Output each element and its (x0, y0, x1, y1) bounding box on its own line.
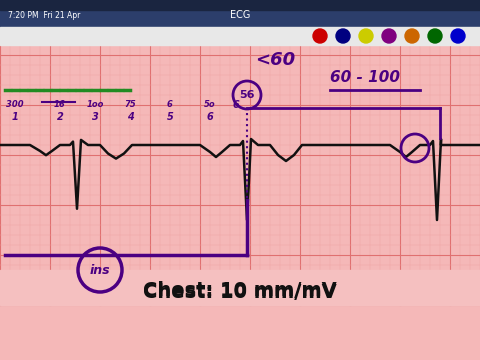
Text: 56: 56 (239, 90, 255, 100)
Text: 5o: 5o (204, 100, 216, 109)
Text: 4: 4 (127, 112, 133, 122)
Circle shape (405, 29, 419, 43)
Text: 5: 5 (167, 112, 173, 122)
Text: 75: 75 (124, 100, 136, 109)
Text: 3: 3 (92, 112, 98, 122)
Circle shape (451, 29, 465, 43)
Circle shape (313, 29, 327, 43)
Text: 2: 2 (57, 112, 63, 122)
Text: 60 - 100: 60 - 100 (330, 70, 400, 85)
Text: Chest: 10 mm/mV: Chest: 10 mm/mV (143, 283, 337, 302)
Text: ECG: ECG (230, 10, 250, 20)
Text: 300: 300 (6, 100, 24, 109)
Bar (0, 27, 480, 45)
Text: Chest: 10 mm/mV: Chest: 10 mm/mV (143, 280, 337, 300)
Bar (0, 0, 480, 30)
Bar (0, 270, 480, 305)
Circle shape (382, 29, 396, 43)
Text: 6: 6 (167, 100, 173, 109)
Text: 16: 16 (54, 100, 66, 109)
Circle shape (359, 29, 373, 43)
Text: <60: <60 (255, 51, 295, 69)
Text: ins: ins (90, 264, 110, 276)
Text: 1: 1 (12, 112, 18, 122)
Text: 6: 6 (206, 112, 214, 122)
Circle shape (428, 29, 442, 43)
Text: 6: 6 (233, 100, 240, 110)
Text: 1oo: 1oo (86, 100, 104, 109)
Circle shape (336, 29, 350, 43)
Bar (0, 0, 480, 10)
Text: 7:20 PM  Fri 21 Apr: 7:20 PM Fri 21 Apr (8, 10, 80, 19)
